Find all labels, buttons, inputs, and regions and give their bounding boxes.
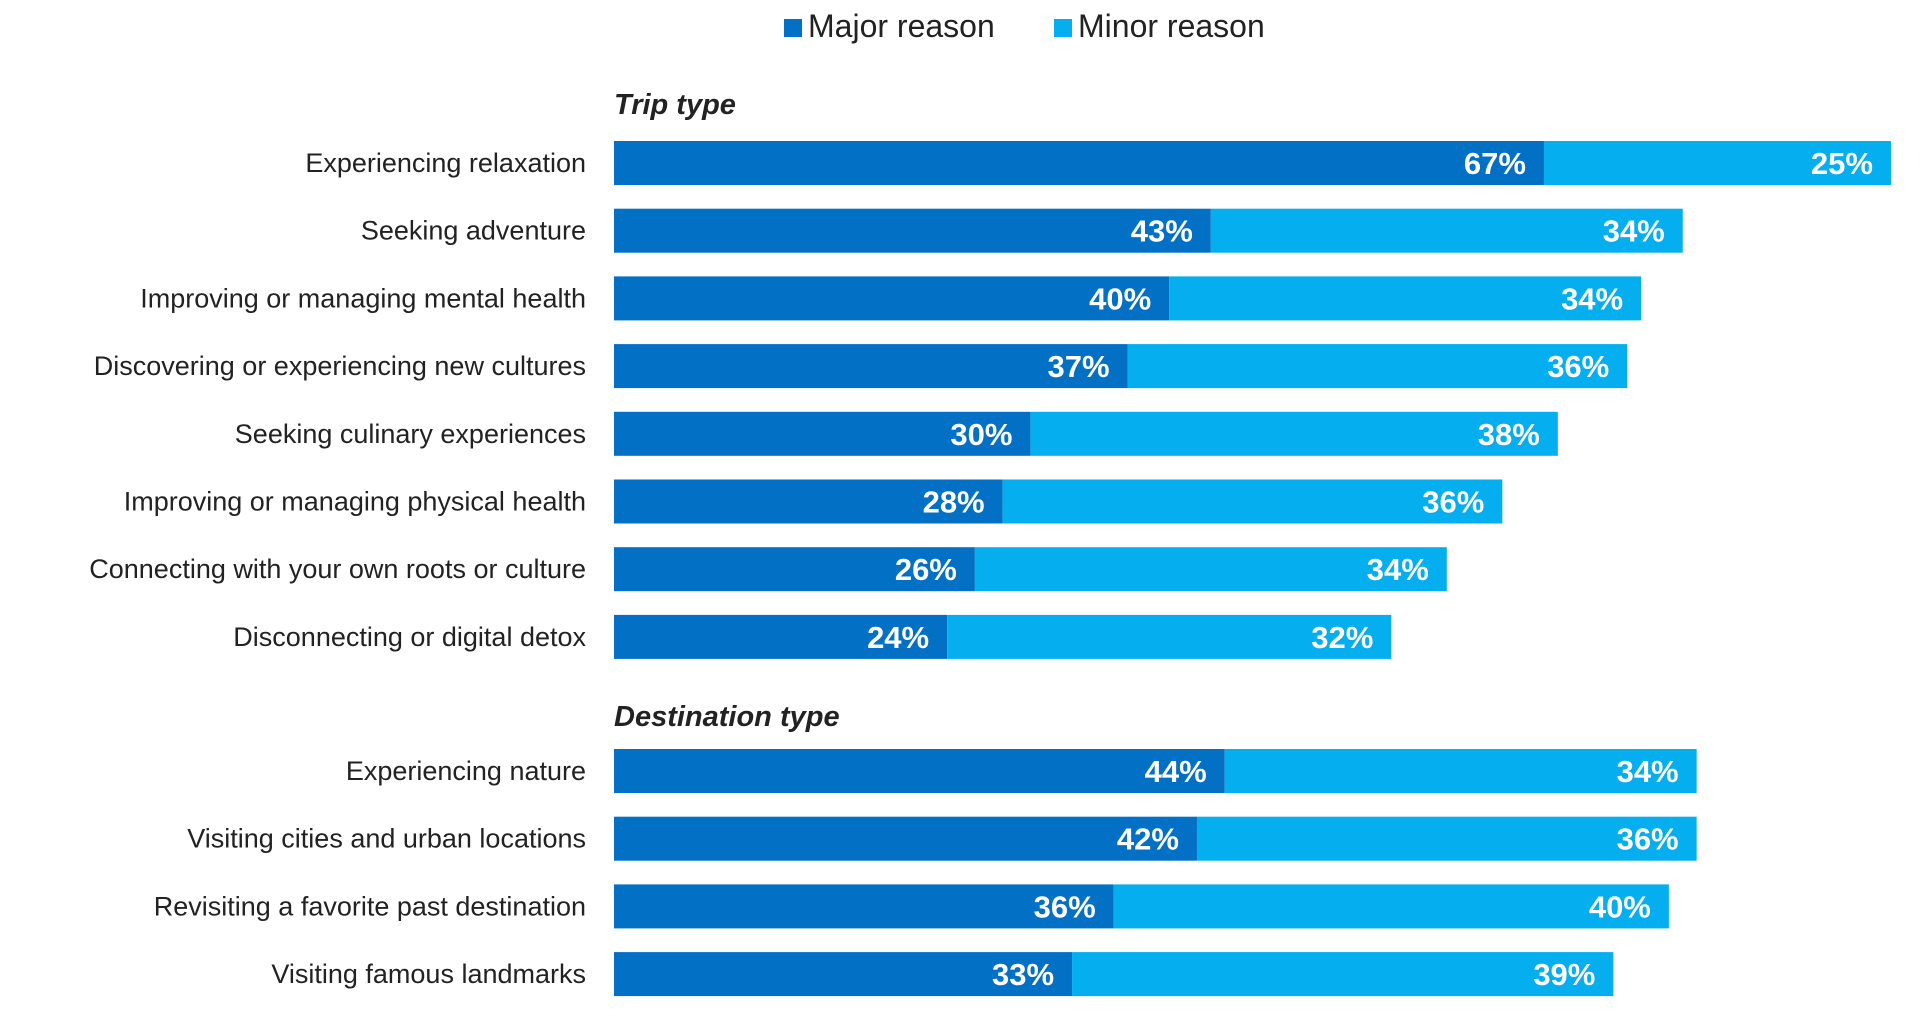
value-label-minor: 40% [1589,889,1651,924]
value-label-major: 67% [1464,146,1526,181]
value-label-major: 26% [895,552,957,587]
bar-minor [1196,816,1697,861]
group-title: Trip type [614,89,736,121]
bar-major [614,276,1170,321]
bar-row: Experiencing nature 44% 34% [346,749,1697,793]
bar-minor [1030,411,1558,456]
category-label: Visiting cities and urban locations [187,824,586,854]
value-label-major: 43% [1131,214,1193,249]
value-label-major: 28% [923,485,985,520]
legend-major-swatch [784,19,802,37]
bar-major [614,479,1003,524]
bar-major [614,952,1073,997]
bar-row: Connecting with your own roots or cultur… [89,547,1447,592]
bar-minor [974,547,1447,592]
value-label-minor: 34% [1561,281,1623,316]
category-label: Discovering or experiencing new cultures [94,351,586,381]
bar-row: Discovering or experiencing new cultures… [94,344,1628,389]
bar-row: Revisiting a favorite past destination 36… [154,884,1669,929]
category-label: Experiencing nature [346,756,586,786]
bar-minor [1543,141,1891,185]
bar-minor [1169,276,1642,321]
bar-minor [1210,208,1683,253]
bar-major [614,344,1128,389]
category-label: Experiencing relaxation [305,148,586,178]
value-label-major: 30% [950,417,1012,452]
bar-major [614,749,1225,793]
category-label: Visiting famous landmarks [271,959,586,989]
category-label: Connecting with your own roots or cultur… [89,554,586,584]
bar-row: Visiting cities and urban locations 42% 36… [187,816,1697,861]
bar-row: Disconnecting or digital detox 24% 32% [233,614,1392,659]
bar-minor [1002,479,1503,524]
bar-row: Experiencing relaxation 67% 25% [305,141,1891,185]
legend-minor-label: Minor reason [1078,8,1265,44]
value-label-minor: 34% [1367,552,1429,587]
legend: Major reason Minor reason [784,8,1265,44]
category-label: Revisiting a favorite past destination [154,891,586,921]
bar-row: Seeking culinary experiences 30% 38% [235,411,1558,456]
bar-minor [1113,884,1669,929]
bar-major [614,884,1114,929]
value-label-minor: 36% [1547,349,1609,384]
category-label: Improving or managing mental health [140,283,586,313]
bar-row: Improving or managing mental health 40% 34… [140,276,1642,321]
legend-major-label: Major reason [808,8,995,44]
value-label-minor: 34% [1603,214,1665,249]
value-label-minor: 36% [1422,485,1484,520]
value-label-minor: 38% [1478,417,1540,452]
group-destination-type: Destination type Experiencing nature 44% 34… [154,701,1697,997]
category-label: Improving or managing physical health [124,487,586,517]
category-label: Seeking culinary experiences [235,419,586,449]
value-label-minor: 32% [1311,620,1373,655]
bar-major [614,614,948,659]
value-label-major: 40% [1089,281,1151,316]
bar-major [614,816,1197,861]
bar-major [614,411,1031,456]
value-label-major: 36% [1034,889,1096,924]
bar-minor [947,614,1392,659]
group-title: Destination type [614,701,840,733]
value-label-major: 37% [1048,349,1110,384]
category-label: Seeking adventure [361,216,586,246]
value-label-major: 33% [992,957,1054,992]
legend-minor-swatch [1054,19,1072,37]
value-label-minor: 36% [1617,822,1679,857]
bar-major [614,547,975,592]
value-label-minor: 25% [1811,146,1873,181]
value-label-major: 42% [1117,822,1179,857]
bar-major [614,141,1544,185]
category-label: Disconnecting or digital detox [233,622,586,652]
value-label-minor: 39% [1533,957,1595,992]
bar-row: Seeking adventure 43% 34% [361,208,1683,253]
bar-row: Visiting famous landmarks 33% 39% [271,952,1614,997]
bar-minor [1224,749,1697,793]
value-label-minor: 34% [1617,754,1679,789]
bar-minor [1127,344,1628,389]
value-label-major: 24% [867,620,929,655]
bar-minor [1072,952,1614,997]
bar-major [614,208,1211,253]
bar-row: Improving or managing physical health 28%… [124,479,1503,524]
group-trip-type: Trip type Experiencing relaxation 67% 25% Se… [89,89,1891,659]
value-label-major: 44% [1145,754,1207,789]
